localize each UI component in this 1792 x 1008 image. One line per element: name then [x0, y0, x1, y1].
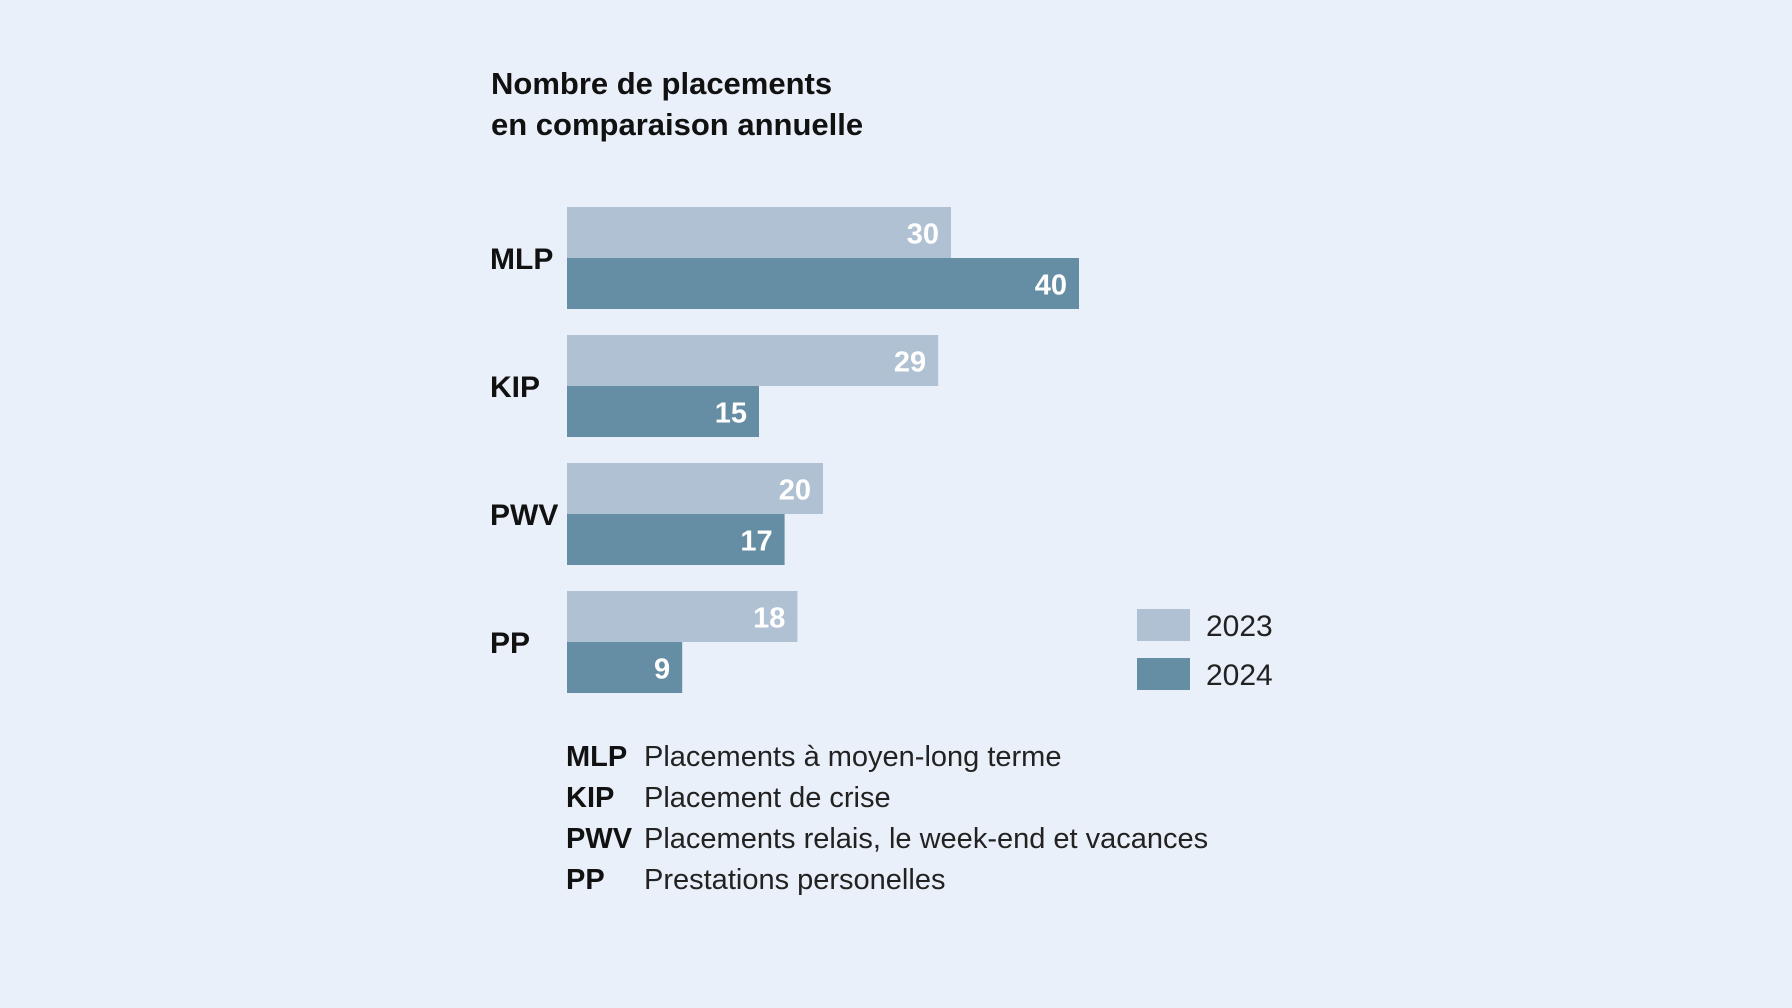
bar-value-label: 18	[753, 603, 785, 635]
bar-value-label: 15	[715, 398, 747, 430]
bar-2024-pwv	[567, 514, 785, 565]
abbreviation-description: Placement de crise	[644, 782, 891, 814]
category-label: PWV	[490, 499, 558, 532]
bar-2023-pwv	[567, 463, 823, 514]
bar-value-label: 17	[740, 526, 772, 558]
abbreviation-code: PWV	[566, 823, 633, 855]
bar-2023-mlp	[567, 207, 951, 258]
bar-value-label: 30	[907, 219, 939, 251]
legend-swatch-2023	[1137, 609, 1190, 641]
category-label: PP	[490, 627, 530, 660]
abbreviation-code: MLP	[566, 741, 628, 773]
bar-2024-pp	[567, 642, 683, 693]
legend-swatch-2024	[1137, 658, 1190, 690]
bar-value-label: 9	[654, 654, 670, 686]
abbreviation-description: Placements à moyen-long terme	[644, 741, 1062, 773]
chart-title-line-2: en comparaison annuelle	[491, 107, 864, 142]
bar-value-label: 29	[894, 347, 926, 379]
abbreviation-code: PP	[566, 864, 605, 896]
abbreviation-code: KIP	[566, 782, 615, 814]
abbreviation-description: Placements relais, le week-end et vacanc…	[644, 823, 1209, 855]
bar-value-label: 40	[1035, 270, 1067, 302]
legend-label-2024: 2024	[1206, 659, 1273, 692]
legend-label-2023: 2023	[1206, 610, 1273, 643]
bar-2024-kip	[567, 386, 759, 437]
bar-value-label: 20	[779, 475, 811, 507]
bar-2024-mlp	[567, 258, 1079, 309]
category-label: MLP	[490, 243, 553, 276]
category-label: KIP	[490, 371, 540, 404]
chart-title-line-1: Nombre de placements	[491, 66, 833, 101]
abbreviation-description: Prestations personelles	[644, 864, 946, 896]
bar-2023-kip	[567, 335, 939, 386]
bar-2023-pp	[567, 591, 798, 642]
